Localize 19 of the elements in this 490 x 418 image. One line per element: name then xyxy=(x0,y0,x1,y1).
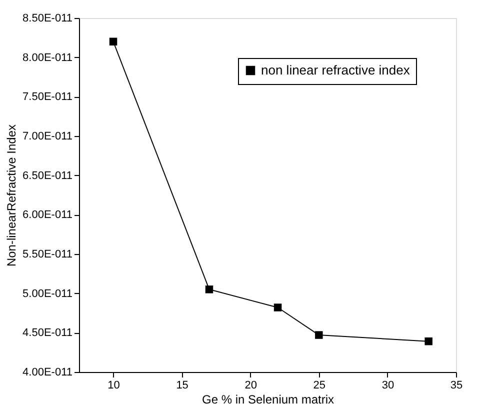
x-tick-label: 30 xyxy=(382,380,394,392)
y-axis-title: Non-linearRefractive Index xyxy=(4,124,19,267)
x-tick-label: 20 xyxy=(244,380,257,392)
legend-label: non linear refractive index xyxy=(261,62,410,78)
x-axis-title: Ge % in Selenium matrix xyxy=(202,392,334,406)
x-tick-label: 10 xyxy=(108,380,120,392)
x-tick-label: 35 xyxy=(450,380,463,392)
y-tick-label: 8.50E-011 xyxy=(22,12,72,24)
y-tick-label: 7.00E-011 xyxy=(22,130,72,142)
y-tick-label: 5.00E-011 xyxy=(22,288,72,300)
y-tick-label: 6.50E-011 xyxy=(22,170,72,182)
y-tick-label: 4.50E-011 xyxy=(22,327,72,340)
y-tick-label: 4.00E-011 xyxy=(22,366,72,378)
y-tick-label: 7.50E-011 xyxy=(22,91,72,104)
x-tick-label: 25 xyxy=(313,380,326,392)
x-tick-label: 15 xyxy=(176,380,188,392)
y-tick-label: 6.00E-011 xyxy=(22,209,72,222)
y-tick-label: 8.00E-011 xyxy=(22,52,72,64)
y-tick-label: 5.50E-011 xyxy=(22,248,72,260)
